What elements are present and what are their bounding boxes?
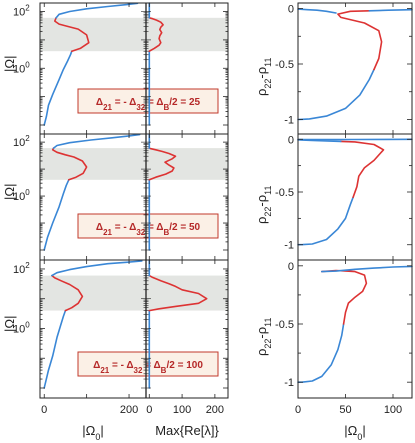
annotation-text: Δ21 = - Δ32 = ΔB/2 = 100 (93, 360, 203, 375)
frames-layer (39, 2, 413, 399)
series-line-blue (43, 50, 73, 126)
series-line-red (53, 16, 90, 53)
panel-row1-mid (146, 2, 228, 126)
series-line-blue (297, 323, 345, 384)
panels-layer: Δ21 = - Δ32 = ΔB/2 = 25 Δ21 = - Δ32 = ΔB/… (40, 2, 413, 389)
y-tick-label-right: 0 (288, 4, 294, 16)
labels-layer: 102100|Ω|0-0.5-1ρ22-ρ11102100|Ω|0-0.5-1ρ… (2, 4, 402, 442)
y-tick-label: 100 (13, 60, 30, 75)
annotation-text: Δ21 = - Δ32 = ΔB/2 = 25 (96, 97, 201, 112)
y-tick-label-right: 0 (288, 134, 294, 146)
panel-frame-right (297, 259, 413, 399)
unstable-band (40, 148, 146, 180)
series-line-blue (52, 133, 141, 149)
panel-frame-right (297, 2, 413, 135)
panel-row3-mid (146, 259, 228, 389)
panel-row1-left: Δ21 = - Δ32 = ΔB/2 = 25 (40, 2, 219, 126)
y-tick-label-right: -1 (284, 377, 294, 389)
series-line-red (148, 147, 177, 181)
y-tick-label: 100 (13, 188, 30, 203)
y-ticks-right (298, 8, 412, 120)
annotation-box: Δ21 = - Δ32 = ΔB/2 = 100 (77, 351, 219, 377)
y-tick-label: 102 (13, 4, 30, 19)
panel-row1-right (297, 8, 413, 121)
x-ticks (43, 3, 394, 134)
series-line-blue (51, 260, 143, 277)
series-line-blue (320, 265, 413, 273)
x-ticks (43, 260, 394, 398)
y-tick-label: 102 (13, 134, 30, 149)
x-tick-label-right: 0 (295, 404, 301, 416)
y-ticks-right (298, 265, 412, 383)
series-line-red (337, 10, 383, 71)
annotation-box: Δ21 = - Δ32 = ΔB/2 = 25 (77, 88, 219, 114)
x-axis-label-mid: Max{Re[λ]} (155, 423, 219, 438)
y-axis-label-rho: ρ22-ρ11 (254, 186, 273, 225)
x-tick-label-left: 0 (41, 404, 47, 416)
y-tick-label-right: -1 (284, 240, 294, 252)
y-tick-label-right: -0.5 (275, 319, 294, 331)
panel-row2-right (297, 138, 413, 246)
y-axis-label-omega: |Ω| (2, 316, 17, 332)
series-line-blue (368, 8, 413, 12)
y-axis-label-omega: |Ω| (2, 56, 17, 72)
panel-frame-right (297, 133, 413, 261)
series-line-red (320, 269, 368, 325)
y-tick-label: 102 (13, 261, 30, 276)
x-axis-label-right: |Ω0| (344, 423, 366, 442)
y-tick-label-right: -0.5 (275, 187, 294, 199)
panel-row3-right (297, 265, 413, 384)
annotation-text: Δ21 = - Δ32 = ΔB/2 = 50 (96, 222, 201, 237)
series-line-blue (297, 68, 375, 121)
x-tick-label-left: 200 (120, 404, 138, 416)
series-line-blue (297, 8, 337, 14)
x-tick-label-mid: 200 (206, 404, 224, 416)
y-tick-label-right: 0 (288, 261, 294, 273)
x-tick-label-mid: 0 (146, 404, 152, 416)
series-line-blue (43, 179, 70, 251)
y-axis-label-omega: |Ω| (2, 184, 17, 200)
series-line-blue (297, 196, 354, 246)
y-ticks-log (40, 259, 228, 389)
y-tick-label-right: -0.5 (275, 59, 294, 71)
x-tick-label-right: 50 (339, 404, 351, 416)
series-line-red (339, 140, 385, 199)
series-line-blue (43, 309, 67, 389)
x-tick-label-right: 100 (384, 404, 402, 416)
y-ticks-log (40, 133, 228, 251)
x-ticks (43, 134, 394, 260)
y-axis-label-rho: ρ22-ρ11 (254, 318, 273, 357)
annotation-box: Δ21 = - Δ32 = ΔB/2 = 50 (77, 213, 219, 239)
y-ticks-right (298, 138, 412, 246)
y-tick-label-right: -1 (284, 114, 294, 126)
series-line-red (148, 274, 208, 312)
y-tick-label: 100 (13, 320, 30, 335)
series-line-red (51, 274, 84, 312)
unstable-band (40, 275, 146, 311)
panel-row2-mid (146, 133, 228, 251)
y-axis-label-rho: ρ22-ρ11 (254, 58, 273, 97)
panel-frame-left (39, 259, 229, 399)
series-line-blue (55, 2, 139, 19)
x-axis-label-left: |Ω0| (82, 423, 104, 442)
x-tick-label-mid: 100 (173, 404, 191, 416)
y-ticks-log (40, 2, 228, 126)
series-line-red (148, 16, 164, 53)
unstable-band (146, 148, 228, 180)
series-line-red (51, 147, 88, 181)
panel-row3-left: Δ21 = - Δ32 = ΔB/2 = 100 (40, 260, 219, 389)
